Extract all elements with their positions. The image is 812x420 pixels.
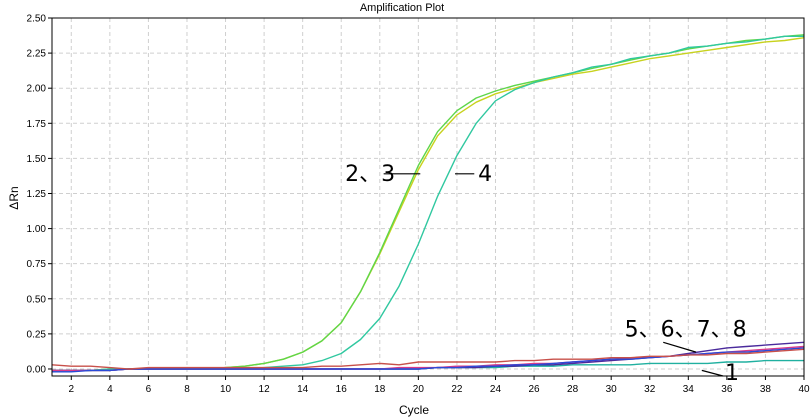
x-tick-label: 38 bbox=[760, 384, 772, 395]
x-tick-label: 10 bbox=[220, 384, 232, 395]
y-tick-label: 1.50 bbox=[27, 154, 47, 165]
annotation-leader-line bbox=[701, 369, 724, 377]
x-tick-label: 2 bbox=[69, 384, 75, 395]
x-tick-label: 32 bbox=[644, 384, 656, 395]
x-tick-label: 40 bbox=[798, 384, 810, 395]
x-tick-label: 6 bbox=[146, 384, 152, 395]
annotation-leader-line bbox=[663, 341, 697, 353]
x-axis-label: Cycle bbox=[399, 403, 429, 417]
chart-title: Amplification Plot bbox=[360, 2, 444, 14]
series-line-5 bbox=[52, 341, 805, 372]
x-tick-label: 34 bbox=[683, 384, 695, 395]
y-axis-label: ΔRn bbox=[7, 186, 21, 209]
grid bbox=[52, 18, 804, 376]
x-tick-label: 4 bbox=[107, 384, 113, 395]
y-tick-label: 2.00 bbox=[27, 84, 47, 95]
x-tick-label: 16 bbox=[336, 384, 348, 395]
y-tick-label: 1.25 bbox=[27, 189, 47, 200]
x-tick-label: 30 bbox=[606, 384, 618, 395]
annotation-label: 2、3 bbox=[345, 162, 395, 187]
x-tick-label: 18 bbox=[374, 384, 386, 395]
annotations: 2、3 4 5、6、7、8 1 bbox=[345, 162, 747, 386]
x-tick-label: 28 bbox=[567, 384, 579, 395]
annotation-label: 4 bbox=[478, 162, 492, 187]
y-tick-label: 0.25 bbox=[27, 329, 47, 340]
y-tick-label: 2.50 bbox=[27, 14, 47, 25]
y-axis-ticks: 0.00 0.25 0.50 0.75 1.00 1.25 1.50 1.75 2.00 2.25… bbox=[27, 14, 52, 375]
y-tick-label: 1.00 bbox=[27, 224, 47, 235]
y-tick-label: 1.75 bbox=[27, 119, 47, 130]
x-tick-label: 26 bbox=[528, 384, 540, 395]
series-line-8 bbox=[51, 348, 805, 370]
x-tick-label: 20 bbox=[413, 384, 425, 395]
annotation-label: 5、6、7、8 bbox=[625, 318, 747, 343]
x-axis-ticks: 2 4 6 8 10 12 14 16 18 20 22 24 26 28 30 32 34 36 38 40 bbox=[69, 376, 810, 395]
y-tick-label: 0.75 bbox=[27, 259, 47, 270]
axes bbox=[51, 17, 805, 377]
y-tick-label: 0.00 bbox=[27, 364, 47, 375]
annotation-label: 1 bbox=[725, 361, 739, 386]
x-tick-label: 36 bbox=[721, 384, 733, 395]
y-tick-label: 2.25 bbox=[27, 49, 47, 60]
y-tick-label: 0.50 bbox=[27, 294, 47, 305]
x-tick-label: 24 bbox=[490, 384, 502, 395]
series-lines bbox=[51, 34, 805, 373]
x-tick-label: 22 bbox=[451, 384, 463, 395]
plot-frame bbox=[51, 17, 805, 377]
x-tick-label: 8 bbox=[184, 384, 190, 395]
x-tick-label: 12 bbox=[259, 384, 271, 395]
x-tick-label: 14 bbox=[297, 384, 309, 395]
